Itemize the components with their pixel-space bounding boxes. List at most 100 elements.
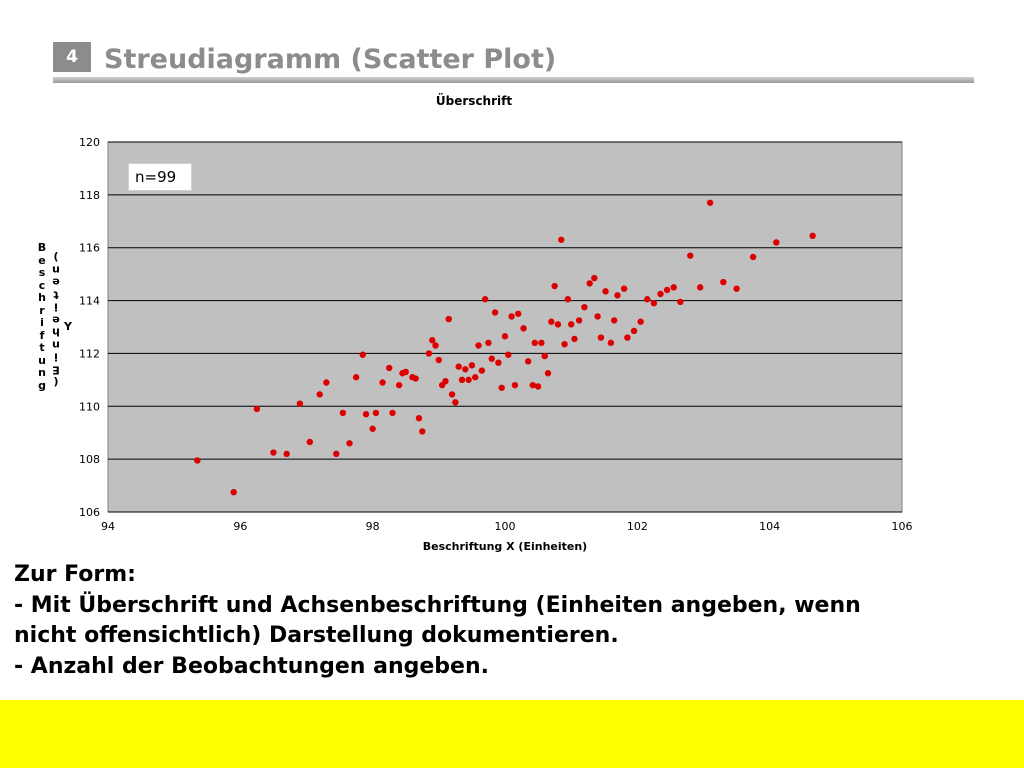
data-point [369, 425, 376, 432]
data-point [283, 450, 290, 458]
y-tick-labels: 106 108 110 112 114 116 118 120 [79, 136, 100, 519]
y-axis-label-char: n [38, 366, 46, 379]
data-point [749, 253, 757, 261]
data-point [561, 340, 568, 348]
data-point [696, 284, 704, 291]
data-point [607, 339, 615, 347]
data-point [581, 303, 588, 311]
data-point [389, 409, 396, 417]
data-point [402, 368, 409, 376]
data-point [485, 339, 492, 347]
data-point [706, 199, 714, 206]
y-tick-label: 112 [79, 347, 100, 360]
data-point [564, 296, 572, 303]
x-tick-label: 106 [892, 520, 913, 533]
data-point [538, 339, 545, 347]
data-point [567, 321, 575, 328]
y-axis-label-char: u [38, 353, 46, 367]
data-point [501, 333, 509, 340]
data-point [491, 309, 499, 316]
data-point [663, 286, 671, 294]
y-tick-label: 110 [79, 400, 100, 413]
y-tick-label: 108 [79, 453, 100, 466]
data-point [644, 296, 651, 303]
y-axis-label-char: n [52, 338, 60, 351]
x-tick-labels: 94 96 98 100 102 104 106 [101, 520, 913, 533]
data-point [620, 285, 628, 292]
sample-size-label: n=99 [128, 163, 192, 191]
data-point [515, 310, 522, 317]
data-point [372, 409, 380, 417]
data-point [677, 298, 684, 306]
y-axis-label-char: e [38, 253, 46, 267]
data-point [333, 450, 340, 458]
data-point [386, 364, 393, 372]
data-point [602, 288, 609, 295]
data-point [465, 376, 472, 384]
data-point [316, 391, 323, 398]
data-point [548, 318, 555, 325]
data-points [194, 199, 816, 496]
slide-number-badge: 4 [53, 42, 91, 72]
notes-line-1: - Mit Überschrift und Achsenbeschriftung… [14, 592, 861, 618]
data-point [524, 358, 532, 365]
data-point [809, 232, 816, 240]
y-tick-label: 120 [79, 136, 100, 149]
data-point [687, 252, 694, 259]
y-axis-label-char: ( [53, 375, 59, 389]
data-point [306, 438, 314, 446]
data-point [614, 292, 621, 299]
y-tick-label: 106 [79, 506, 100, 519]
data-point [253, 405, 261, 413]
data-point [591, 274, 598, 282]
data-point [478, 367, 486, 374]
data-point [498, 384, 505, 391]
data-point [429, 337, 436, 344]
notes-heading: Zur Form: [14, 562, 136, 587]
data-point [531, 339, 538, 347]
data-point [720, 278, 727, 286]
data-point [558, 236, 565, 243]
data-point [339, 409, 347, 417]
data-point [352, 374, 360, 381]
y-axis-label-units: ) n e t i e h n i E( [50, 250, 62, 389]
data-point [468, 362, 476, 369]
data-point [586, 280, 593, 287]
data-point [511, 381, 519, 389]
data-point [296, 400, 304, 407]
x-tick-label: 98 [366, 520, 380, 533]
x-tick-label: 104 [759, 520, 780, 533]
data-point [270, 449, 277, 456]
x-tick-label: 94 [101, 520, 115, 533]
x-tick-label: 102 [627, 520, 648, 533]
data-point [448, 391, 456, 398]
data-point [362, 411, 370, 418]
footer-bar [0, 700, 1024, 768]
data-point [323, 379, 330, 386]
data-point [395, 381, 403, 389]
y-axis-label-char: f [39, 328, 45, 342]
data-point [597, 334, 605, 341]
chart-title: Überschrift [435, 94, 513, 108]
slide-title: Streudiagramm (Scatter Plot) [104, 44, 557, 75]
data-point [359, 351, 366, 358]
y-axis-label-char: B [37, 241, 47, 254]
y-axis-label-char: r [39, 303, 45, 317]
data-point [551, 282, 558, 290]
y-axis-label-char: s [38, 266, 46, 279]
data-point [194, 457, 201, 464]
data-point [554, 321, 562, 328]
y-axis-label-char: t [39, 341, 45, 354]
y-axis-label-char: i [54, 350, 58, 364]
data-point [541, 352, 548, 360]
data-point [455, 363, 462, 370]
notes-line-2: nicht offensichtlich) Darstellung dokume… [14, 623, 619, 648]
data-point [637, 318, 644, 325]
data-point [529, 381, 536, 389]
x-tick-label: 96 [233, 520, 247, 533]
y-axis-label-char: i [40, 316, 44, 329]
data-point [733, 285, 740, 292]
data-point [435, 356, 443, 364]
data-point [452, 399, 459, 406]
data-point [475, 342, 482, 349]
